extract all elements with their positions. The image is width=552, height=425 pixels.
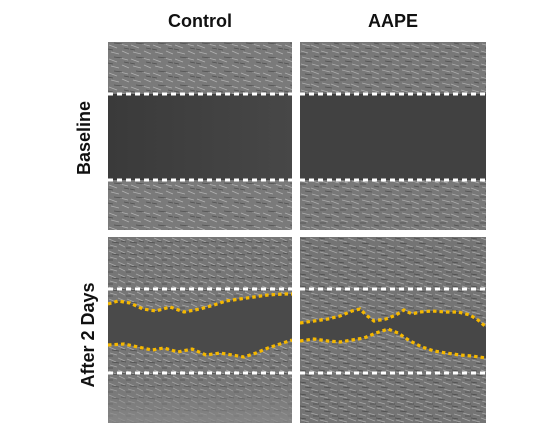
- migration-front-lower: [108, 338, 292, 359]
- panel-aape-baseline: [300, 42, 486, 230]
- row-label-baseline: Baseline: [74, 100, 94, 176]
- migration-front-upper: [108, 292, 292, 314]
- column-header-aape: AAPE: [367, 11, 418, 31]
- panel-aape-after-2-days: [300, 237, 486, 423]
- migration-front-lower: [300, 327, 486, 360]
- panel-control-baseline: [108, 42, 292, 230]
- column-header-control: Control: [168, 11, 232, 31]
- row-label-after-2-days: After 2 Days: [78, 282, 98, 388]
- migration-front-upper: [300, 307, 486, 329]
- panel-control-after-2-days: [108, 237, 292, 423]
